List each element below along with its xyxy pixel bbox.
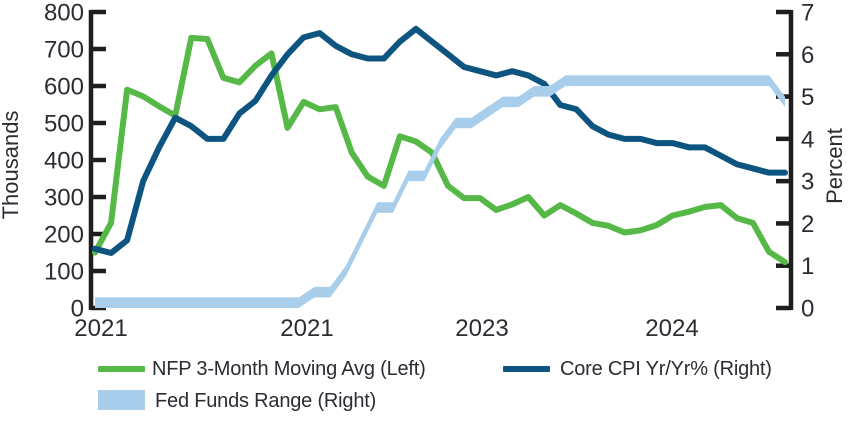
cpi-legend-label: Core CPI Yr/Yr% (Right) (560, 358, 772, 380)
right-axis-tick-label: 5 (801, 84, 814, 111)
left-axis-tick-label: 700 (44, 37, 84, 64)
x-year-label: 2023 (455, 315, 508, 342)
left-axis-tick-label: 300 (44, 185, 84, 212)
left-axis-title: Thousands (0, 111, 23, 220)
nfp-legend-label: NFP 3-Month Moving Avg (Left) (152, 358, 426, 380)
right-axis-title: Percent (822, 128, 847, 204)
right-axis-tick-label: 1 (801, 253, 814, 280)
left-axis-tick-label: 600 (44, 74, 84, 101)
nfp-line (92, 34, 788, 266)
left-axis-tick-label: 500 (44, 111, 84, 138)
cpi-line (92, 25, 788, 257)
left-axis-tick-label: 0 (71, 296, 84, 323)
x-year-label: 2024 (645, 315, 698, 342)
left-axis-tick-label: 200 (44, 222, 84, 249)
right-axis-tick-label: 3 (801, 169, 814, 196)
right-axis-tick-label: 6 (801, 42, 814, 69)
left-axis-tick-label: 400 (44, 148, 84, 175)
nfp-legend-swatch (98, 366, 145, 372)
x-year-label: 2021 (74, 315, 127, 342)
right-axis-tick-label: 2 (801, 211, 814, 238)
fedfunds-band (95, 75, 785, 308)
right-axis-tick-label: 4 (801, 126, 814, 153)
cpi-legend-swatch (503, 366, 550, 372)
left-axis-tick-label: 800 (44, 0, 84, 27)
x-year-label: 2021 (280, 315, 333, 342)
left-axis-tick-label: 100 (44, 259, 84, 286)
fedfunds-legend-label: Fed Funds Range (Right) (155, 390, 377, 412)
right-axis-tick-label: 0 (801, 296, 814, 323)
fedfunds-legend-swatch (98, 390, 145, 410)
right-axis-tick-label: 7 (801, 0, 814, 27)
